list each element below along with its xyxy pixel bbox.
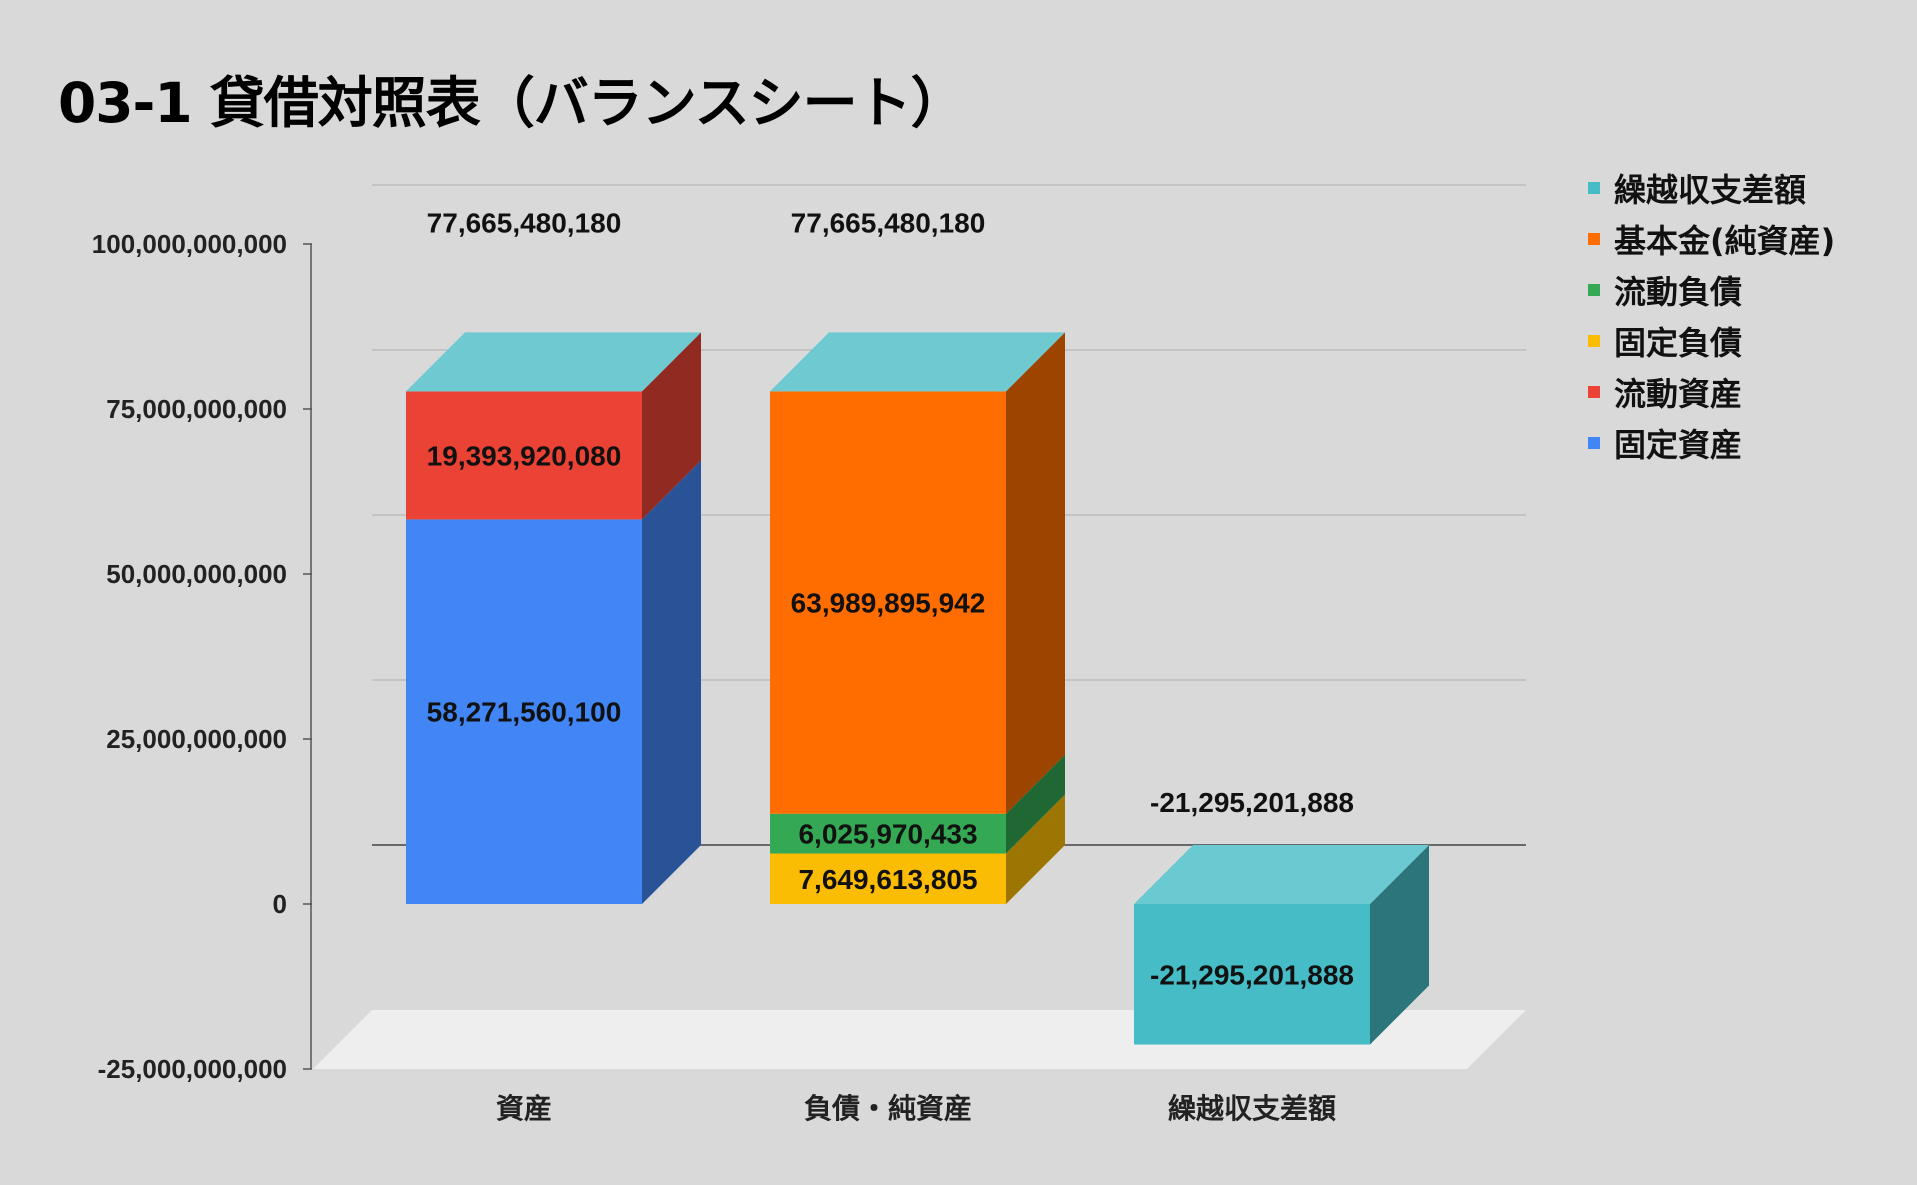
bar-segment-side [642,460,701,904]
legend-label: 基本金(純資産) [1614,221,1836,260]
bar-top-face [770,332,1065,392]
bar-segment [770,391,1006,814]
y-tick-label: 0 [273,889,287,919]
data-label: -21,295,201,888 [1150,959,1354,990]
data-label: 58,271,560,100 [427,697,622,728]
bar-top-face [1134,845,1429,904]
legend-swatch [1588,334,1600,347]
x-category-label: 資産 [496,1092,552,1125]
legend-swatch [1588,283,1600,296]
x-category-label: 負債・純資産 [804,1092,972,1125]
x-category-label: 繰越収支差額 [1168,1092,1336,1125]
data-label: 6,025,970,433 [798,819,977,850]
bar-segment-side [1006,332,1065,814]
legend-swatch [1588,181,1600,194]
y-tick-label: 25,000,000,000 [106,724,287,754]
bar-segment [406,391,642,520]
legend-label: 流動負債 [1614,272,1743,311]
legend-label: 固定資産 [1614,425,1743,464]
bar-segment-side [1370,845,1429,1045]
bar-segment-side [642,332,701,520]
bar-segment-side [1006,754,1065,854]
chart-title: 03-1 貸借対照表（バランスシート） [58,71,966,135]
legend-item: 流動資産 [1588,366,1835,417]
bar-segment-side [1006,794,1065,904]
legend-item: 固定負債 [1588,315,1835,366]
bar-segment [1134,904,1370,1045]
legend-item: 固定資産 [1588,417,1835,468]
legend-swatch [1588,232,1600,245]
data-labels: 58,271,560,100 19,393,920,080 77,665,480,1… [427,207,1354,990]
y-tick-label: 75,000,000,000 [106,394,287,424]
bar-segment [770,813,1006,854]
total-label: 77,665,480,180 [791,207,986,238]
data-label: 7,649,613,805 [798,864,977,895]
y-tick-label: 100,000,000,000 [92,229,287,259]
bar-top-face [406,332,701,392]
legend-swatch [1588,436,1600,449]
legend: 繰越収支差額 基本金(純資産) 流動負債固定負債流動資産固定資産 [1588,162,1835,468]
bar-segment [406,519,642,904]
legend-label: 繰越収支差額 [1614,170,1807,209]
legend-item: 流動負債 [1588,264,1835,315]
y-tick-label: -25,000,000,000 [98,1054,287,1084]
bars [406,332,1429,1045]
y-tick-label: 50,000,000,000 [106,559,287,589]
legend-swatch [1588,385,1600,398]
legend-item: 基本金(純資産) [1588,213,1835,264]
data-label: 63,989,895,942 [791,588,986,619]
legend-label: 固定負債 [1614,323,1743,362]
legend-item: 繰越収支差額 [1588,162,1835,213]
axes: -25,000,000,000 0 25,000,000,000 50,000,000… [92,229,1336,1125]
legend-label: 流動資産 [1614,374,1743,413]
total-label: -21,295,201,888 [1150,787,1354,818]
data-label: 19,393,920,080 [427,440,622,471]
total-label: 77,665,480,180 [427,207,622,238]
bar-segment [770,853,1006,904]
